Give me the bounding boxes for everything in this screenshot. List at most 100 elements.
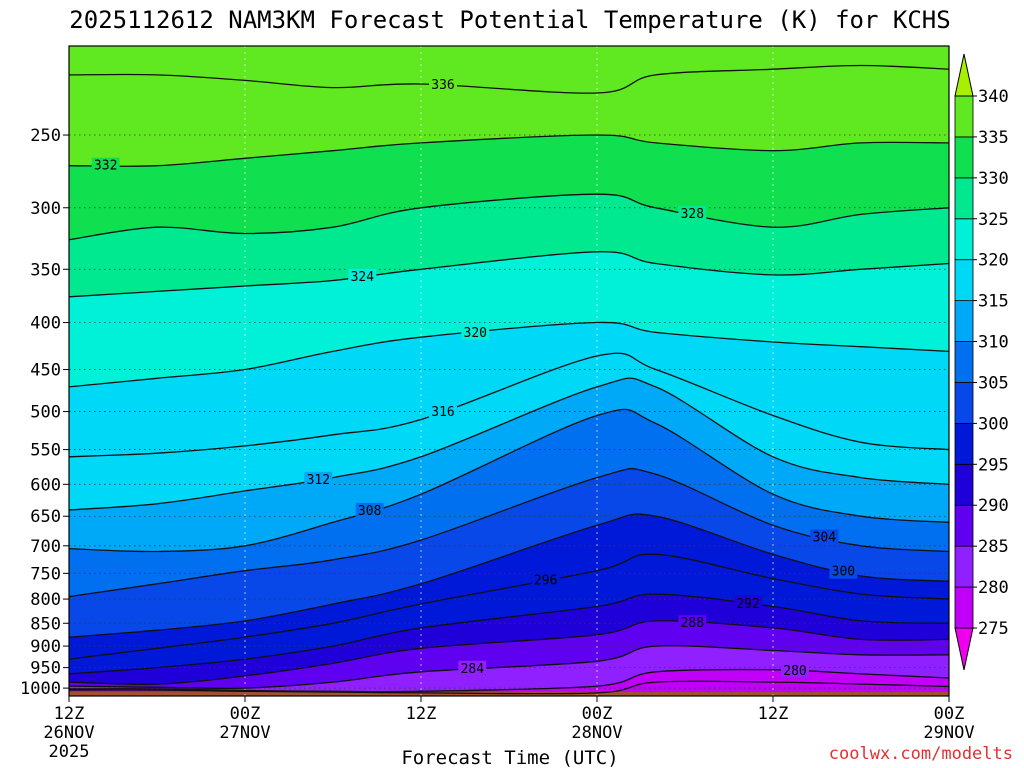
contour-label-328: 328 [681, 207, 704, 222]
contour-label-bg-304 [810, 529, 839, 545]
colorbar-segment [954, 341, 974, 383]
contour-label-bg-280 [781, 662, 809, 678]
isoline-320 [69, 321, 949, 388]
isoline-296 [69, 553, 949, 660]
x-tick-label: 12Z [406, 704, 437, 724]
credit-text: coolwx.com/modelts [829, 744, 1013, 764]
x-tick-label: 00Z [582, 704, 613, 724]
isoline-308 [69, 408, 949, 553]
y-tick-label: 850 [30, 614, 61, 634]
colorbar-segment [954, 218, 974, 261]
colorbar-segment [954, 136, 974, 179]
contour-label-bg-288 [678, 615, 707, 631]
colorbar-label: 280 [978, 578, 1009, 598]
y-tick-label: 300 [30, 199, 61, 219]
colorbar-label: 285 [978, 537, 1009, 557]
colorbar-segment [954, 95, 974, 138]
x-tick-label: 2025 [49, 742, 90, 762]
isoline-284 [69, 645, 949, 690]
colorbar-label: 315 [978, 292, 1009, 312]
contour-label-bg-296 [531, 572, 560, 588]
contour-label-bg-284 [458, 660, 487, 676]
isoline-280 [69, 668, 949, 693]
colorbar-label: 290 [978, 496, 1009, 516]
x-tick-label: 27NOV [219, 723, 270, 743]
colorbar-high-arrow [954, 53, 974, 97]
colorbar-segment [954, 177, 974, 220]
contour-labels: 280 284 288 292 296 300 304 308 312 316 320 324 328 3… [91, 77, 858, 679]
contour-label-308: 308 [358, 504, 381, 519]
contour-label-332: 332 [94, 159, 117, 174]
colorbar-label: 325 [978, 210, 1009, 230]
contour-label-bg-312 [304, 471, 333, 487]
colorbar-segment [954, 545, 974, 588]
isoline-332 [69, 134, 949, 167]
contour-label-288: 288 [681, 616, 704, 631]
x-tick-label: 00Z [230, 704, 261, 724]
contour-label-bg-324 [348, 268, 377, 284]
isoline-288 [69, 620, 949, 685]
y-tick-label: 800 [30, 590, 61, 610]
colorbar-label: 340 [978, 87, 1009, 107]
isoline-300 [69, 513, 949, 638]
isoline-328 [69, 193, 949, 241]
colorbar-label: 300 [978, 414, 1009, 434]
contour-label-312: 312 [307, 473, 330, 488]
y-tick-label: 600 [30, 475, 61, 495]
x-axis-label: Forecast Time (UTC) [401, 747, 618, 768]
colorbar-label: 310 [978, 333, 1009, 353]
colorbar-segment [954, 504, 974, 547]
colorbar-label: 305 [978, 373, 1009, 393]
contour-label-304: 304 [813, 530, 837, 545]
colorbar-segment [954, 422, 974, 465]
y-tick-label: 1000 [20, 679, 61, 699]
isoline-336 [69, 64, 949, 94]
colorbar-segment [954, 259, 974, 302]
x-tick-label: 12Z [54, 704, 85, 724]
x-tick-label: 00Z [934, 704, 965, 724]
colorbar-segment [954, 586, 974, 629]
contour-label-bg-292 [734, 595, 763, 611]
y-tick-label: 700 [30, 537, 61, 557]
colorbar-segment [954, 463, 974, 506]
y-tick-label: 250 [30, 126, 61, 146]
x-tick-label: 29NOV [923, 723, 974, 743]
isoline-324 [69, 251, 949, 298]
contour-label-bg-332 [91, 157, 120, 173]
colorbar-label: 275 [978, 619, 1009, 639]
isoline-276 [69, 680, 949, 695]
colorbar-segment [954, 382, 974, 424]
contour-label-324: 324 [351, 270, 375, 285]
contour-label-316: 316 [431, 405, 454, 420]
contour-label-320: 320 [464, 326, 487, 341]
colorbar-segment [954, 300, 974, 342]
colorbar-label: 330 [978, 169, 1009, 189]
filled-contours [69, 46, 949, 696]
contour-label-bg-320 [461, 324, 490, 340]
contour-label-280: 280 [783, 664, 806, 679]
y-tick-label: 900 [30, 637, 61, 657]
isoline-316 [69, 352, 949, 458]
y-tick-label: 550 [30, 441, 61, 461]
contour-label-296: 296 [534, 574, 557, 589]
y-axis: 250 300 350 400 450 500 550 600 650 700 750 800 850 9… [20, 126, 69, 699]
y-tick-label: 500 [30, 403, 61, 423]
colorbar-label: 335 [978, 128, 1009, 148]
y-tick-label: 350 [30, 260, 61, 280]
isolines [69, 64, 949, 695]
y-tick-label: 750 [30, 564, 61, 584]
contour-label-bg-336 [429, 77, 457, 93]
y-tick-label: 450 [30, 361, 61, 381]
x-tick-label: 28NOV [571, 723, 622, 743]
y-tick-label: 650 [30, 507, 61, 527]
x-tick-label: 26NOV [43, 723, 94, 743]
grid-lines [69, 46, 949, 696]
y-tick-label: 400 [30, 314, 61, 334]
contour-label-bg-308 [355, 502, 384, 518]
contour-label-bg-300 [829, 563, 858, 579]
contour-label-292: 292 [736, 597, 759, 612]
plot-frame [68, 45, 950, 697]
contour-label-336: 336 [431, 78, 454, 93]
